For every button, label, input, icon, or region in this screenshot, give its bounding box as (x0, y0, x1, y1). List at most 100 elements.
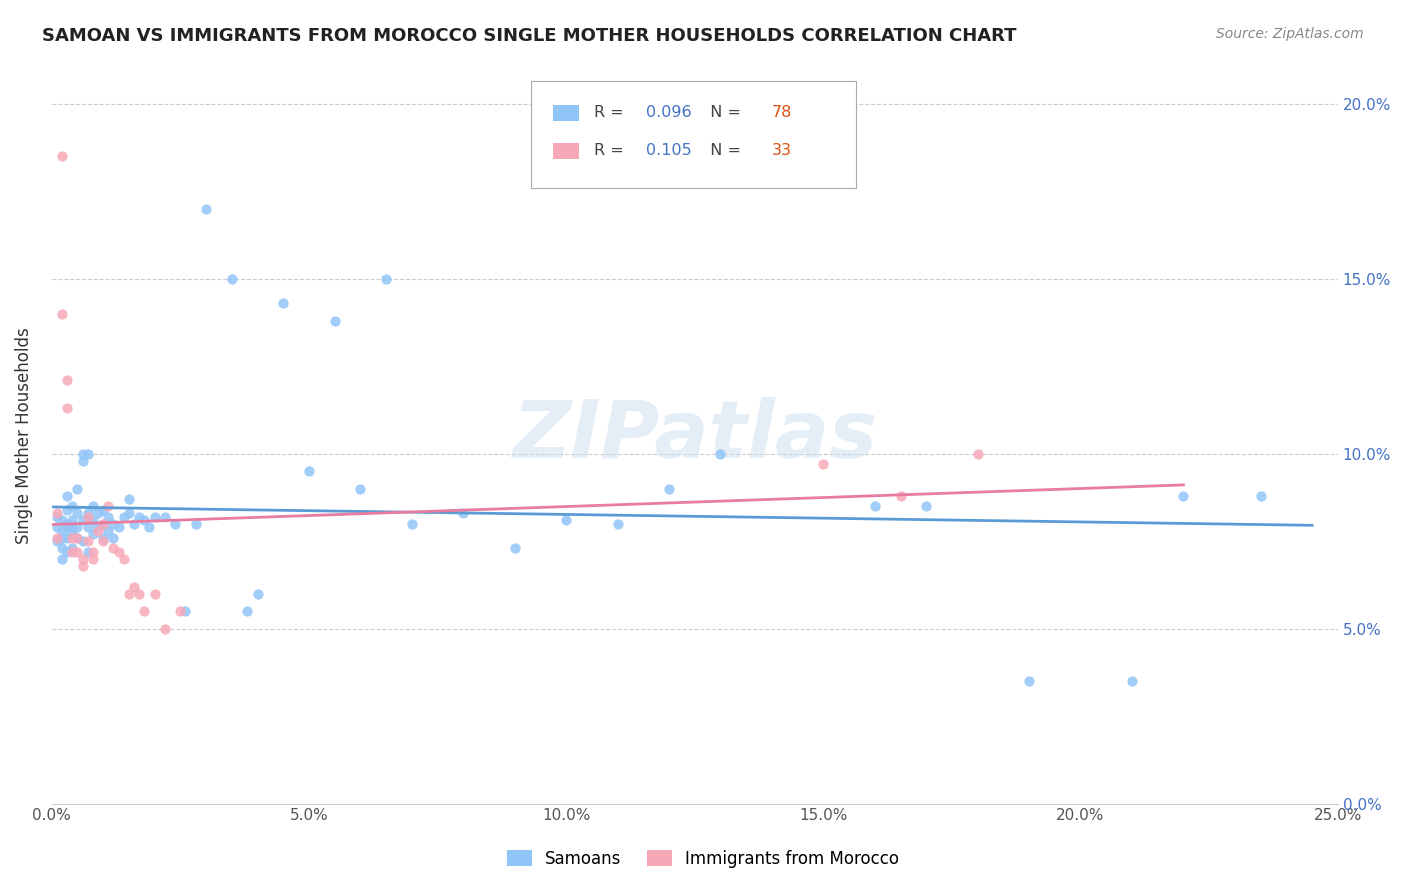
Text: ZIPatlas: ZIPatlas (512, 397, 877, 475)
Point (91, 502, 114, 516)
Legend: Samoans, Immigrants from Morocco: Samoans, Immigrants from Morocco (501, 844, 905, 875)
Point (112, 509, 135, 524)
Point (66, 531, 89, 545)
Point (813, 457, 835, 471)
Point (143, 509, 166, 524)
Point (298, 464, 321, 478)
Point (221, 271, 243, 285)
Point (107, 520, 129, 534)
Point (118, 506, 141, 520)
Point (72, 558, 94, 573)
Point (76, 520, 98, 534)
Point (45, 506, 67, 520)
Point (107, 544, 129, 558)
Bar (554, 143, 579, 159)
Point (112, 551, 135, 566)
Point (66, 506, 89, 520)
Point (143, 586, 166, 600)
Point (1250, 489, 1272, 503)
Point (76, 446, 98, 460)
Point (60, 499, 83, 513)
Point (174, 604, 197, 618)
Point (72, 453, 94, 467)
Point (51, 531, 73, 545)
Point (451, 506, 474, 520)
Point (709, 446, 731, 460)
Point (103, 541, 125, 555)
Point (91, 516, 114, 531)
Point (122, 580, 145, 594)
Point (246, 586, 269, 600)
Point (236, 604, 259, 618)
Point (66, 531, 89, 545)
Point (51, 513, 73, 527)
Point (87, 520, 110, 534)
Point (323, 313, 346, 327)
Point (56, 516, 79, 531)
Point (60, 527, 83, 541)
Text: R =: R = (595, 144, 630, 159)
Point (66, 520, 89, 534)
Point (169, 604, 191, 618)
Point (165, 516, 187, 531)
Point (606, 516, 628, 531)
Point (555, 513, 578, 527)
Point (97, 524, 120, 538)
Point (375, 271, 398, 285)
Point (76, 544, 98, 558)
Point (51, 307, 73, 321)
Point (56, 520, 79, 534)
Point (87, 506, 110, 520)
Point (118, 492, 141, 507)
Point (56, 544, 79, 558)
Point (134, 604, 156, 618)
Point (51, 524, 73, 538)
Point (51, 149, 73, 163)
Point (60, 531, 83, 545)
Text: 0.096: 0.096 (645, 105, 692, 120)
Point (118, 586, 141, 600)
Text: 78: 78 (772, 105, 793, 120)
Point (45, 534, 67, 549)
Point (503, 541, 526, 555)
Point (103, 516, 125, 531)
Point (45, 531, 67, 545)
Text: N =: N = (700, 144, 747, 159)
Point (863, 499, 886, 513)
Text: 0.105: 0.105 (645, 144, 692, 159)
Point (658, 482, 681, 496)
Point (72, 551, 94, 566)
Point (60, 541, 83, 555)
Point (56, 373, 79, 387)
Point (45, 509, 67, 524)
Point (82, 551, 104, 566)
Point (66, 482, 89, 496)
Point (72, 534, 94, 549)
Point (56, 489, 79, 503)
Text: N =: N = (700, 105, 747, 120)
Point (889, 489, 911, 503)
Point (76, 534, 98, 549)
Point (60, 544, 83, 558)
Point (51, 541, 73, 555)
Text: R =: R = (595, 105, 630, 120)
Point (401, 516, 423, 531)
Point (82, 513, 104, 527)
Point (153, 622, 176, 636)
Point (103, 531, 125, 545)
Point (122, 516, 145, 531)
Point (97, 499, 120, 513)
Point (1173, 489, 1195, 503)
FancyBboxPatch shape (531, 81, 855, 187)
Point (51, 551, 73, 566)
Point (195, 202, 218, 216)
Point (966, 446, 988, 460)
Point (153, 509, 176, 524)
Point (87, 524, 110, 538)
Point (72, 513, 94, 527)
Point (1018, 674, 1040, 689)
Point (66, 544, 89, 558)
Point (82, 544, 104, 558)
Point (184, 516, 207, 531)
Point (45, 520, 67, 534)
